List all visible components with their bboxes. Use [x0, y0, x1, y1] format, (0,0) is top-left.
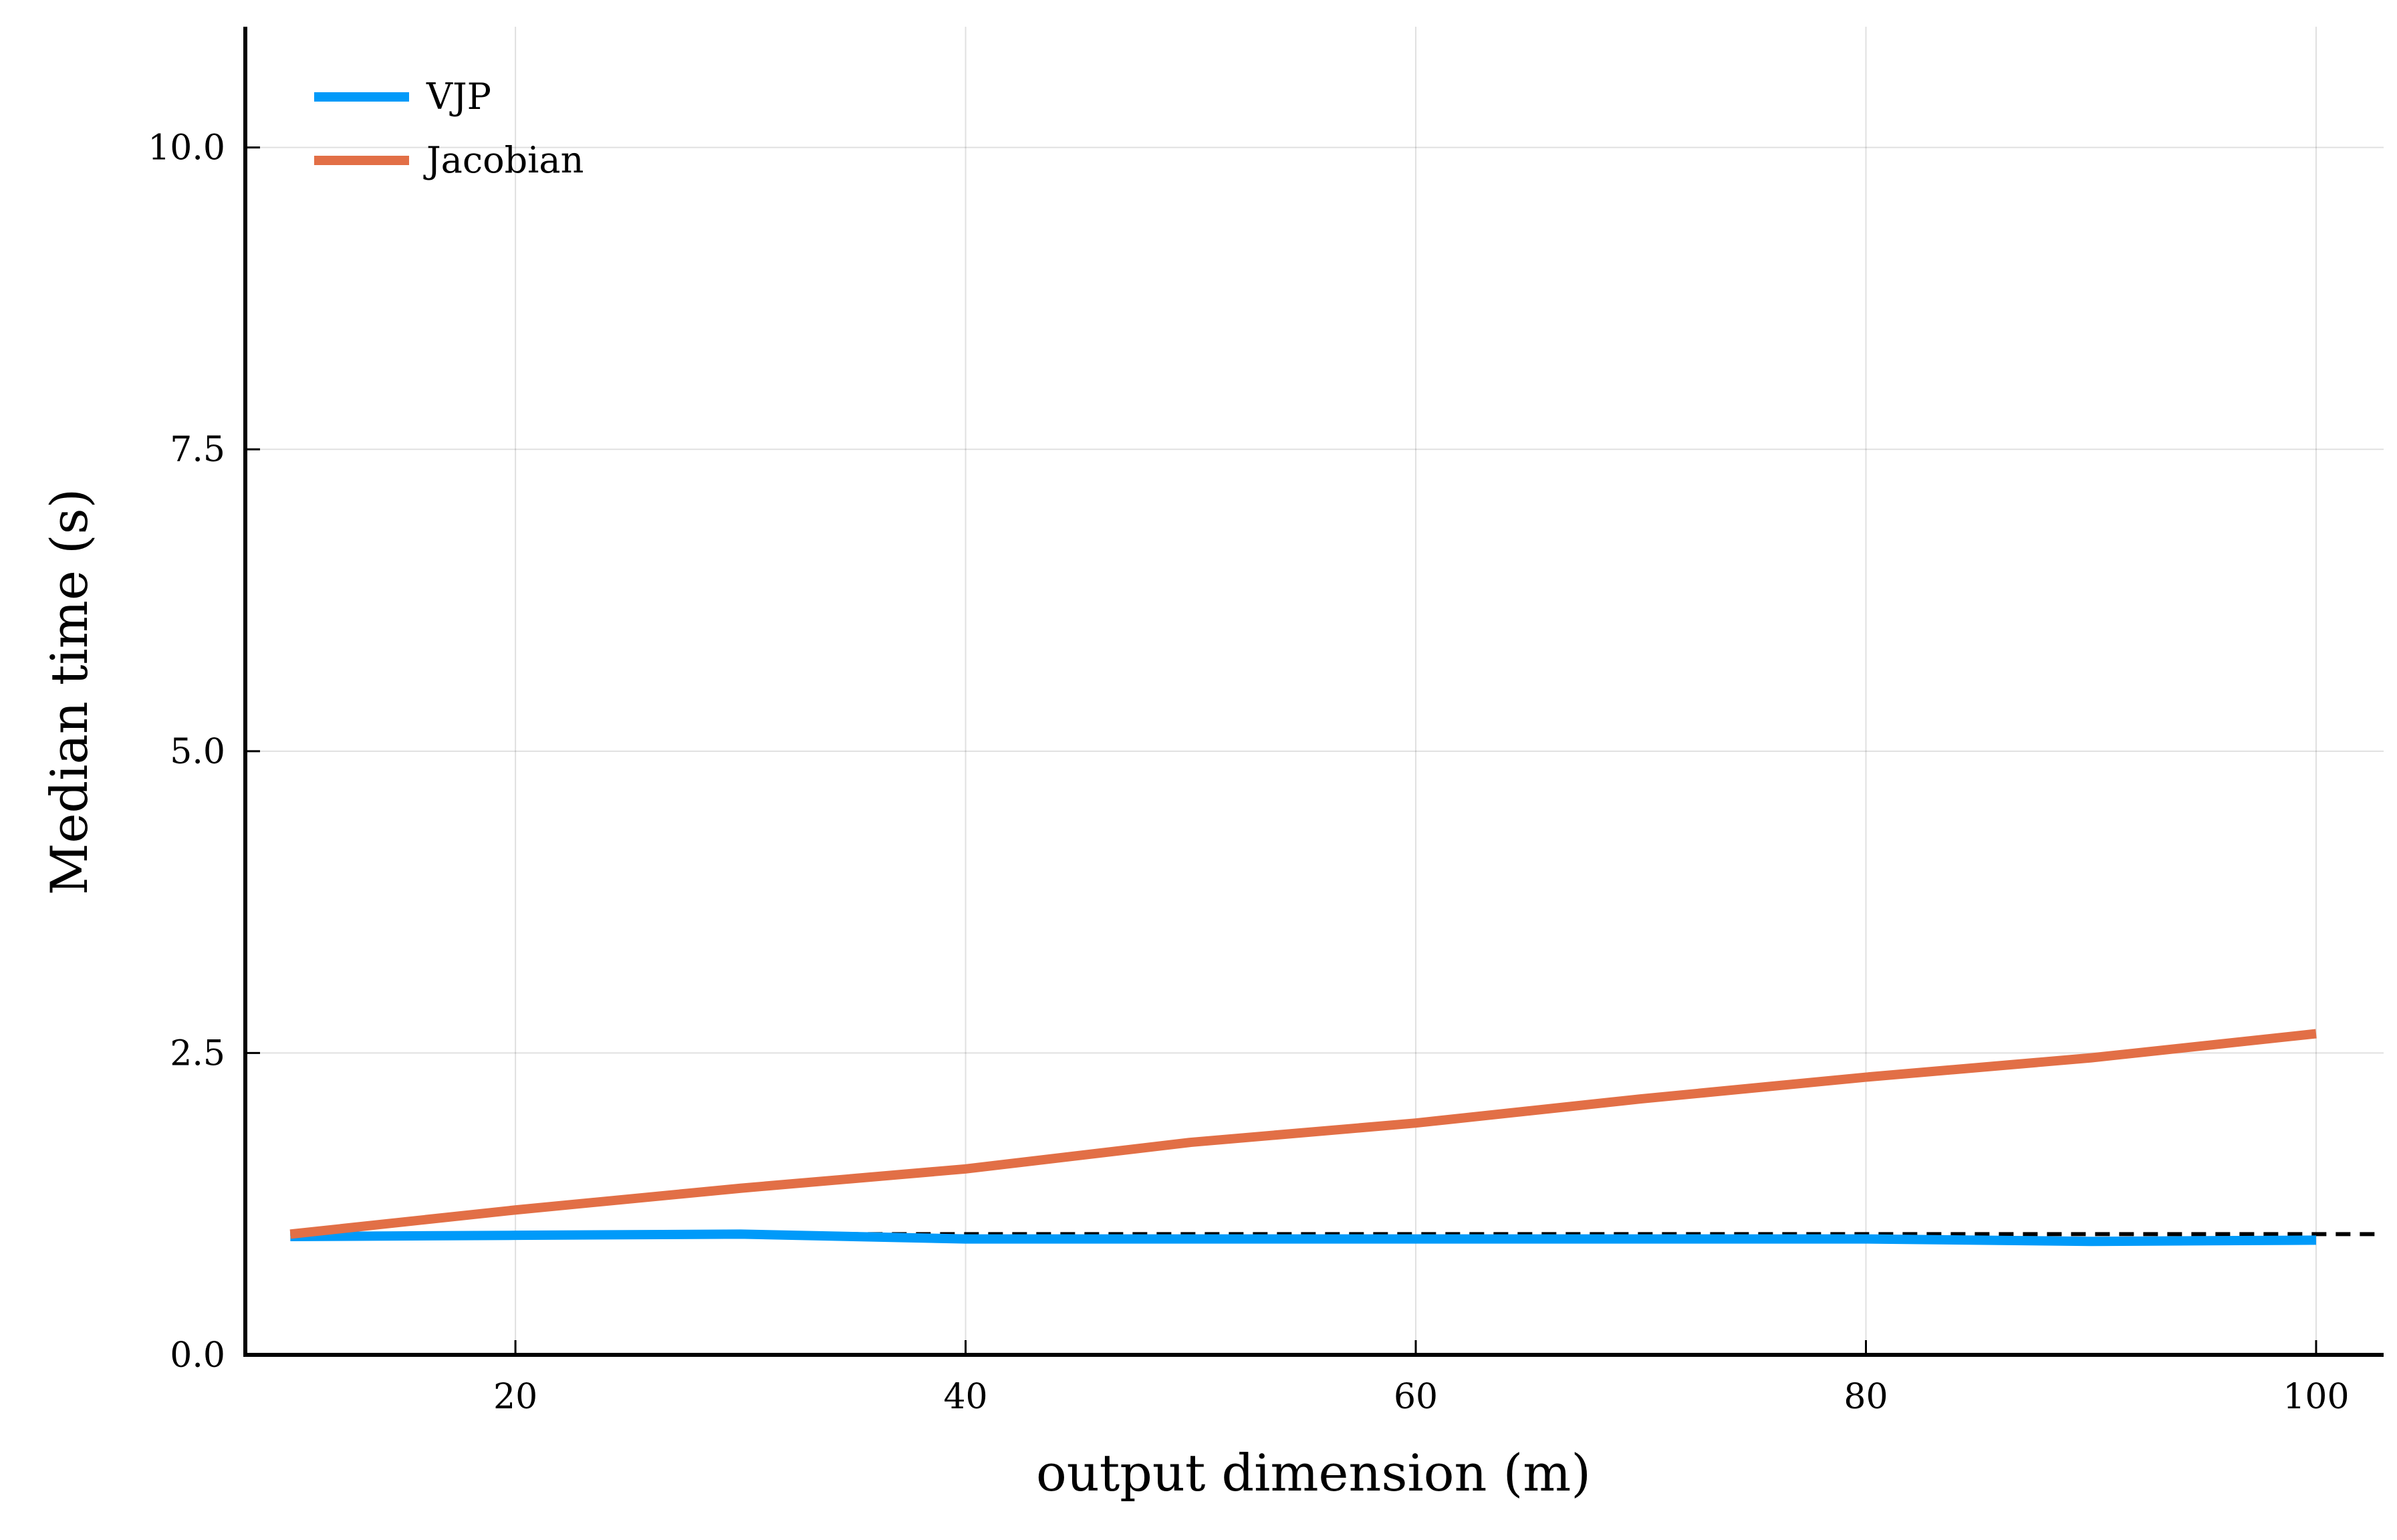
y-tick-label: 10.0 — [148, 128, 225, 168]
x-tick-label: 60 — [1394, 1377, 1438, 1417]
y-tick-label: 7.5 — [170, 430, 225, 470]
x-tick-label: 100 — [2283, 1377, 2349, 1417]
x-axis-title: output dimension (m) — [1036, 1443, 1591, 1503]
x-tick-label: 20 — [493, 1377, 537, 1417]
tick-marks — [245, 146, 2317, 1356]
legend: VJP Jacobian — [314, 76, 584, 181]
tick-labels: 20 40 60 80 100 0.0 2.5 5.0 7.5 10.0 — [148, 128, 2349, 1417]
series-line-jacobian — [289, 1029, 2317, 1239]
legend-label-jacobian: Jacobian — [423, 139, 584, 181]
y-tick-label: 5.0 — [170, 732, 225, 772]
series-line-vjp — [290, 1229, 2317, 1247]
axes — [243, 27, 2384, 1357]
legend-label-vjp: VJP — [426, 76, 491, 118]
series-lines — [289, 1029, 2317, 1247]
y-tick-label: 2.5 — [170, 1033, 225, 1073]
y-axis-title: Median time (s) — [39, 489, 99, 896]
x-tick-label: 40 — [943, 1377, 987, 1417]
x-tick-label: 80 — [1844, 1377, 1888, 1417]
y-tick-label: 0.0 — [170, 1335, 225, 1376]
